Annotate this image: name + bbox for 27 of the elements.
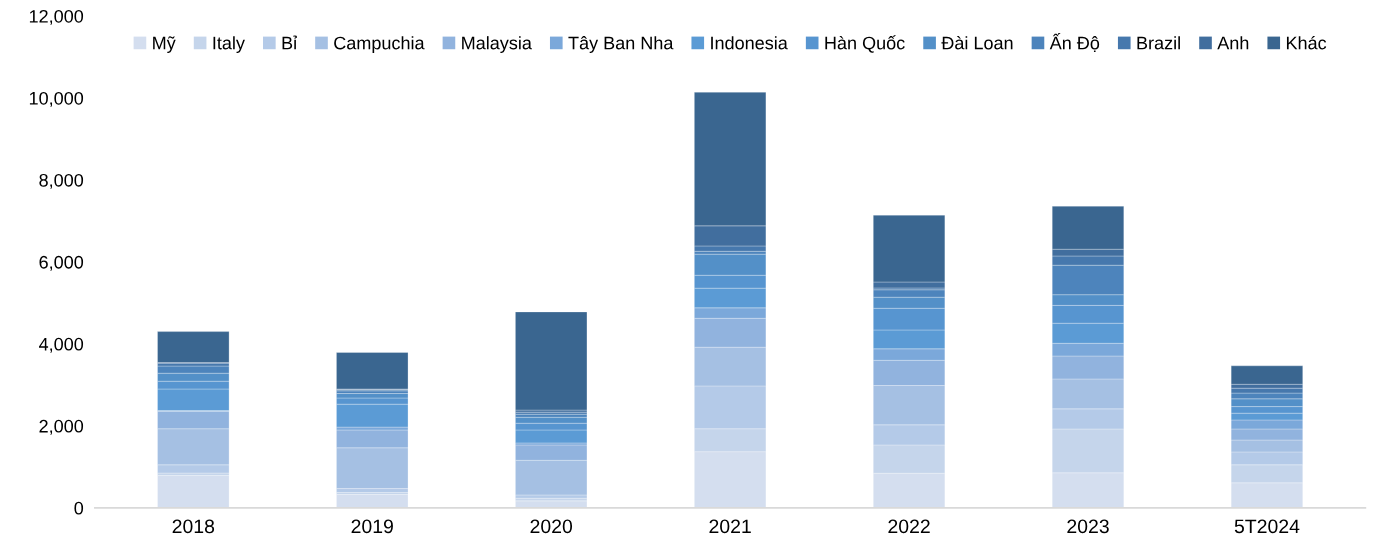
legend-label: Khác [1286, 35, 1327, 50]
x-tick-label: 2020 [530, 519, 573, 534]
x-tick-label: 2018 [172, 519, 215, 534]
x-tick-label: 2019 [351, 519, 393, 534]
legend-label: Bỉ [282, 35, 298, 50]
legend-label: Malaysia [462, 36, 532, 53]
legend-label: Mỹ [153, 36, 176, 53]
x-tick-label: 5T2024 [1234, 519, 1300, 534]
x-tick-label: 2021 [709, 519, 751, 534]
x-tick-label: 2023 [1067, 519, 1109, 534]
y-tick-label: 6,000 [39, 255, 84, 271]
x-tick-label: 2022 [888, 519, 930, 534]
legend-label: Campuchia [334, 36, 425, 53]
legend-label: Ấn Độ [1049, 33, 1100, 52]
legend-label: Hàn Quốc [825, 35, 905, 53]
legend-label: Anh [1217, 36, 1249, 50]
y-tick-label: 2,000 [39, 419, 84, 435]
y-tick-label: 12,000 [29, 9, 84, 25]
legend-label: Tây Ban Nha [568, 36, 674, 53]
y-tick-label: 0 [74, 501, 84, 515]
legend-label: Brazil [1137, 36, 1180, 50]
legend-label: Italy [213, 36, 245, 53]
y-tick-label: 10,000 [29, 91, 84, 107]
y-tick-label: 4,000 [39, 337, 84, 353]
legend-label: Indonesia [711, 36, 788, 50]
legend-label: Đài Loan [941, 35, 1013, 50]
y-tick-label: 8,000 [39, 173, 84, 189]
